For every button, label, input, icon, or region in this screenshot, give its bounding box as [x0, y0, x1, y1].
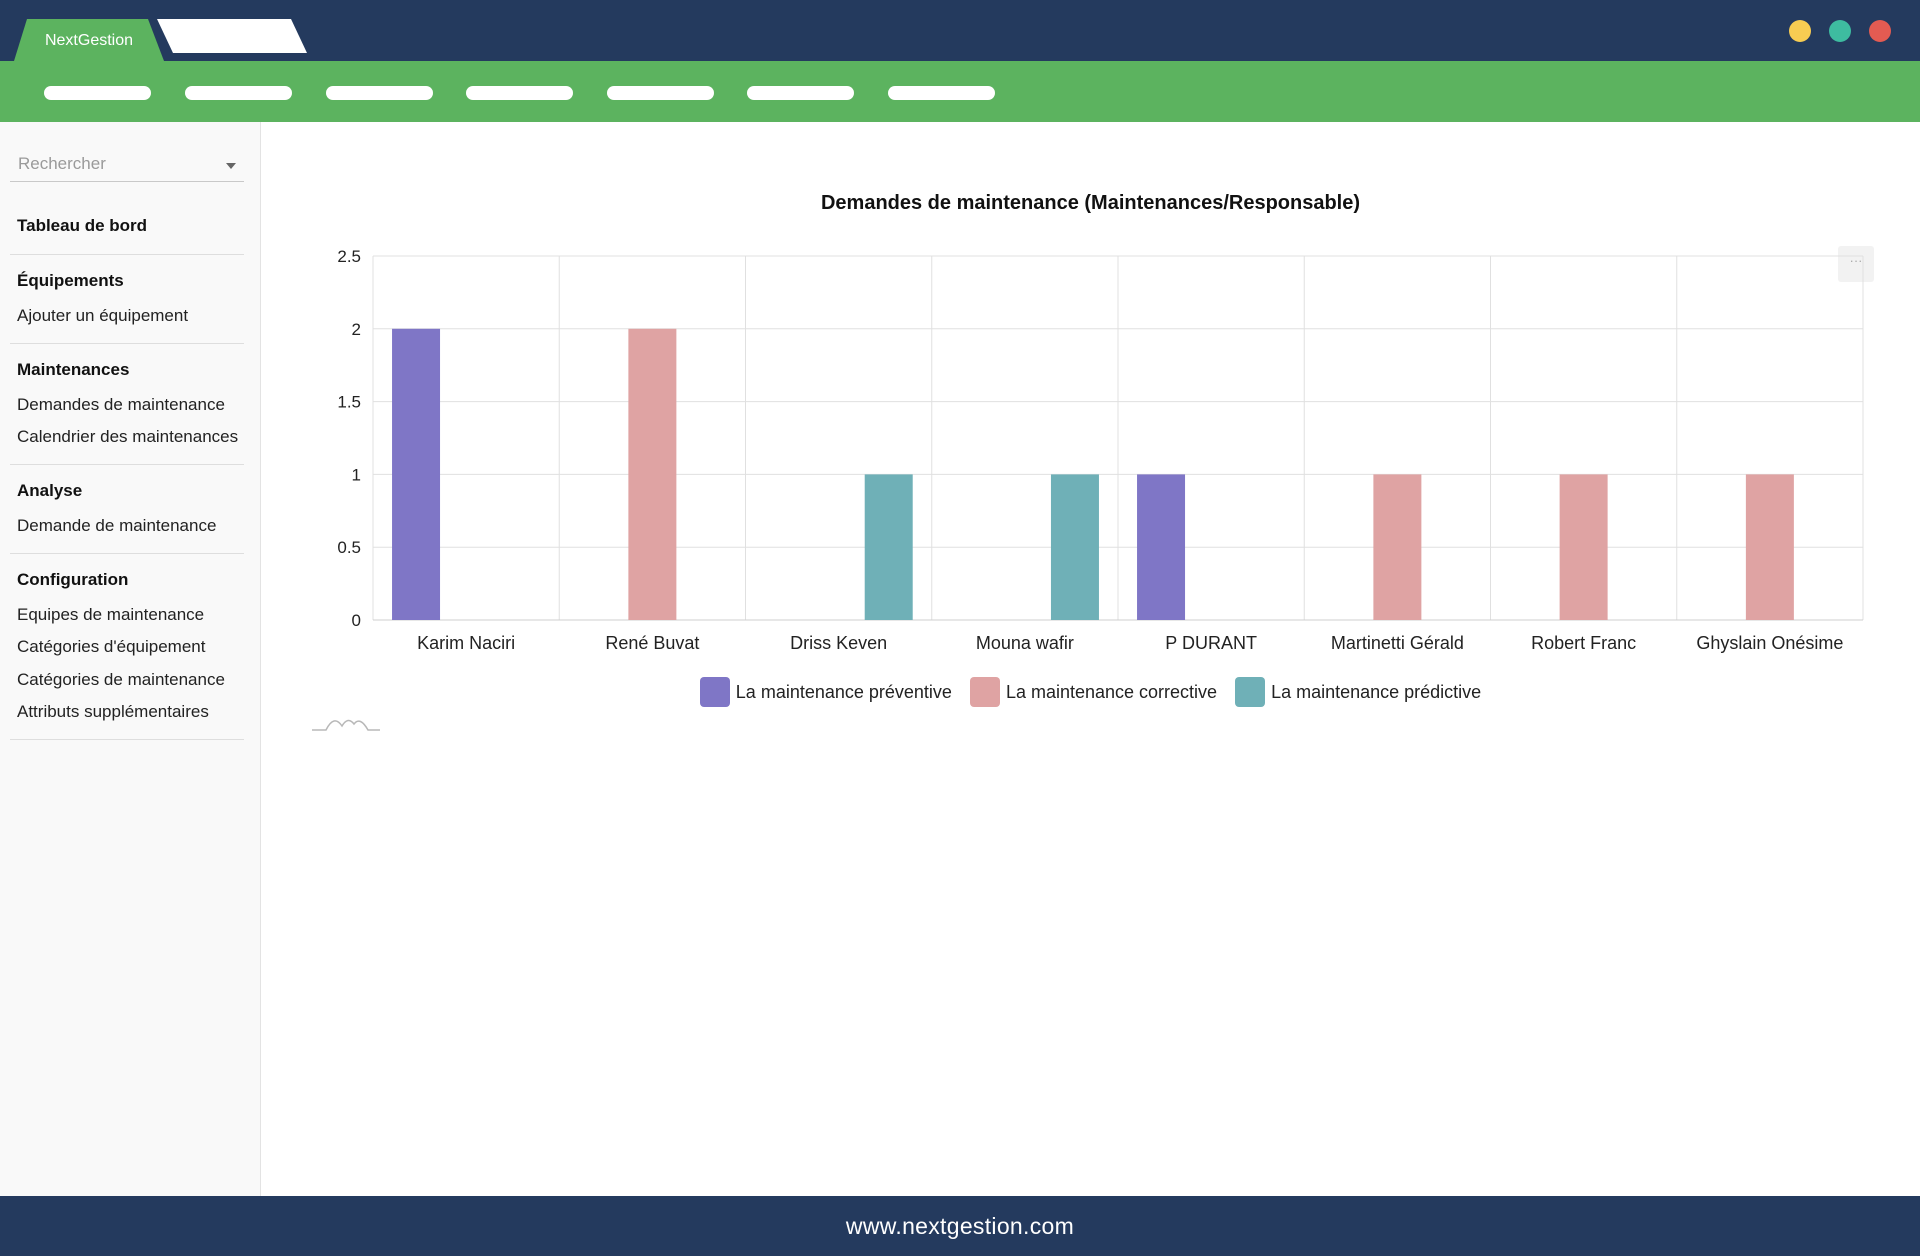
chart-bars: [392, 328, 1794, 620]
legend-item[interactable]: La maintenance préventive: [699, 677, 952, 707]
x-tick-label: Mouna wafir: [976, 633, 1074, 653]
menu-item-6[interactable]: [747, 86, 854, 100]
menu-item-1[interactable]: [44, 86, 151, 100]
y-tick-label: 2.5: [337, 247, 361, 266]
menu-item-5[interactable]: [607, 86, 714, 100]
top-menubar: [0, 61, 1920, 122]
chart-grid: [372, 255, 1864, 621]
y-tick-label: 0: [352, 611, 361, 630]
legend-item[interactable]: La maintenance corrective: [969, 677, 1218, 707]
tab-nextgestion-label: NextGestion: [44, 32, 134, 49]
minimize-dot[interactable]: [1789, 20, 1811, 42]
search-input[interactable]: Rechercher: [10, 150, 244, 182]
sidebar-divider: [10, 343, 244, 344]
sidebar: Rechercher Tableau de bord Équipements A…: [0, 122, 261, 1196]
more-icon: ···: [1849, 253, 1863, 268]
chart-labels: 0 0.5 1 1.5 2 2.5 Karim Naciri René Buvat Driss …: [337, 247, 1843, 653]
footer: www.nextgestion.com: [0, 1196, 1920, 1256]
chart-legend: La maintenance préventive La maintenance …: [261, 677, 1920, 707]
bar-preventive[interactable]: [392, 328, 441, 620]
y-tick-label: 1.5: [337, 393, 361, 412]
x-tick-label: Driss Keven: [790, 633, 887, 653]
x-tick-label: Ghyslain Onésime: [1696, 633, 1843, 653]
chart-title: Demandes de maintenance (Maintenances/Re…: [820, 192, 1361, 214]
legend-swatch: [699, 677, 730, 707]
menu-item-3[interactable]: [326, 86, 433, 100]
bar-corrective[interactable]: [1373, 474, 1422, 620]
x-tick-label: Martinetti Gérald: [1331, 633, 1464, 653]
sidebar-item-dashboard[interactable]: Tableau de bord: [17, 216, 148, 235]
x-tick-label: René Buvat: [605, 633, 699, 653]
legend-swatch: [969, 677, 1000, 707]
bar-corrective[interactable]: [1745, 474, 1794, 620]
chart-menu-button[interactable]: ···: [1838, 246, 1874, 282]
sidebar-section-configuration: Configuration: [17, 570, 129, 589]
menu-item-7[interactable]: [888, 86, 995, 100]
legend-label: La maintenance préventive: [735, 681, 952, 702]
window-titlebar: NextGestion: [0, 0, 1920, 61]
tab-blank[interactable]: [157, 19, 307, 53]
legend-label: La maintenance prédictive: [1271, 681, 1482, 702]
menu-item-4[interactable]: [466, 86, 573, 100]
bar-predictive[interactable]: [864, 474, 913, 620]
legend-item[interactable]: La maintenance prédictive: [1235, 677, 1481, 707]
sidebar-section-equipements: Équipements: [17, 271, 124, 290]
y-tick-label: 0.5: [337, 538, 361, 557]
y-tick-label: 2: [352, 320, 361, 339]
maximize-dot[interactable]: [1829, 20, 1851, 42]
sidebar-section-maintenances: Maintenances: [17, 360, 130, 379]
menu-item-2[interactable]: [185, 86, 292, 100]
bar-corrective[interactable]: [628, 328, 677, 620]
bar-corrective[interactable]: [1559, 474, 1608, 620]
footer-url[interactable]: www.nextgestion.com: [845, 1212, 1075, 1239]
legend-swatch: [1235, 677, 1266, 707]
close-dot[interactable]: [1869, 20, 1891, 42]
sidebar-divider: [10, 254, 244, 255]
chevron-down-icon[interactable]: [226, 163, 236, 169]
x-tick-label: P DURANT: [1165, 633, 1257, 653]
legend-label: La maintenance corrective: [1005, 681, 1218, 702]
y-tick-label: 1: [352, 465, 361, 484]
sidebar-divider: [10, 739, 244, 740]
bar-predictive[interactable]: [1050, 474, 1099, 620]
tab-nextgestion[interactable]: NextGestion: [14, 19, 164, 61]
x-tick-label: Karim Naciri: [417, 633, 515, 653]
x-tick-label: Robert Franc: [1531, 633, 1636, 653]
sidebar-section-analyse: Analyse: [17, 481, 83, 500]
sidebar-divider: [10, 464, 244, 465]
bar-preventive[interactable]: [1137, 474, 1186, 620]
sidebar-divider: [10, 553, 244, 554]
data-zoom-icon[interactable]: [312, 719, 380, 731]
search-placeholder: Rechercher: [18, 154, 106, 173]
